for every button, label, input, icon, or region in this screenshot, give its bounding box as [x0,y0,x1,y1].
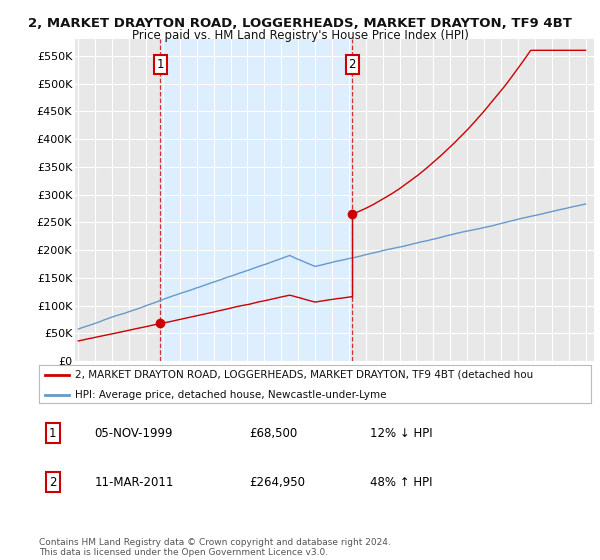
Text: Contains HM Land Registry data © Crown copyright and database right 2024.
This d: Contains HM Land Registry data © Crown c… [39,538,391,557]
Text: £264,950: £264,950 [249,476,305,489]
Text: 11-MAR-2011: 11-MAR-2011 [94,476,173,489]
Text: Price paid vs. HM Land Registry's House Price Index (HPI): Price paid vs. HM Land Registry's House … [131,29,469,42]
Text: £68,500: £68,500 [249,427,297,440]
Text: 2: 2 [49,476,56,489]
Bar [160,39,352,361]
Text: 2, MARKET DRAYTON ROAD, LOGGERHEADS, MARKET DRAYTON, TF9 4BT (detached hou: 2, MARKET DRAYTON ROAD, LOGGERHEADS, MAR… [75,370,533,380]
Text: 2, MARKET DRAYTON ROAD, LOGGERHEADS, MARKET DRAYTON, TF9 4BT: 2, MARKET DRAYTON ROAD, LOGGERHEADS, MAR… [28,17,572,30]
Text: HPI: Average price, detached house, Newcastle-under-Lyme: HPI: Average price, detached house, Newc… [75,390,386,400]
Text: 1: 1 [49,427,56,440]
Text: 1: 1 [157,58,164,71]
Text: 2: 2 [349,58,356,71]
Text: 12% ↓ HPI: 12% ↓ HPI [370,427,433,440]
Text: 48% ↑ HPI: 48% ↑ HPI [370,476,433,489]
Text: 05-NOV-1999: 05-NOV-1999 [94,427,173,440]
